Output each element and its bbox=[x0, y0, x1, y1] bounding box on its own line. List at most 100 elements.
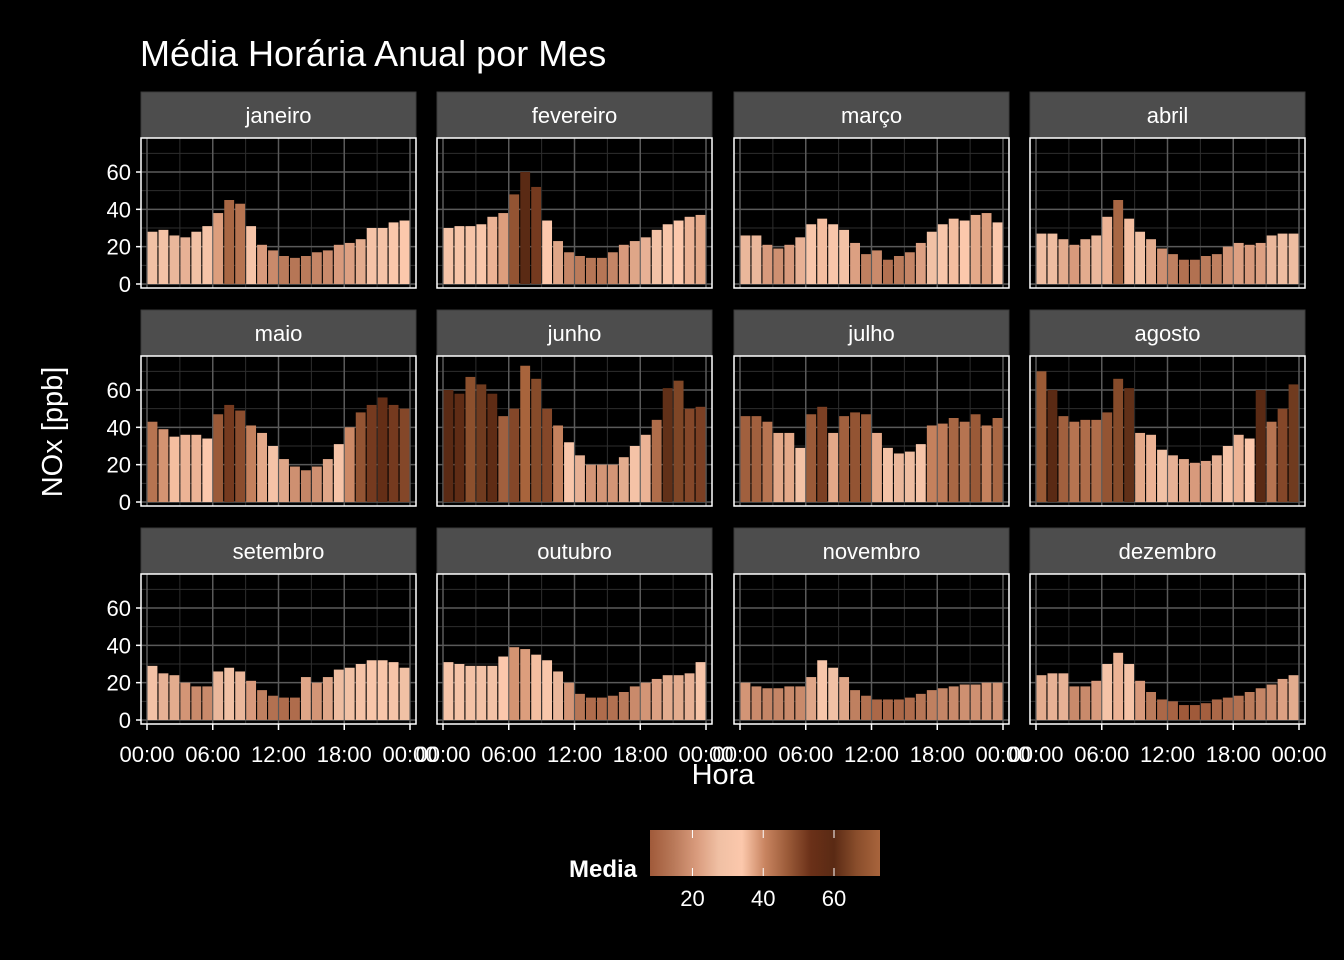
bar bbox=[839, 416, 850, 502]
bar bbox=[915, 693, 926, 720]
bar bbox=[1200, 703, 1211, 720]
bar bbox=[596, 464, 607, 502]
facet-panel: setembro 0 20 40 60 00:00 06:00 12:00 18:00 00:00 bbox=[107, 527, 438, 767]
bar bbox=[992, 682, 1003, 720]
bar bbox=[476, 384, 487, 502]
bar bbox=[202, 226, 213, 284]
legend-title: Media bbox=[569, 856, 638, 883]
bar bbox=[762, 244, 773, 284]
facet-strip-label: abril bbox=[1147, 103, 1189, 128]
bar bbox=[300, 256, 311, 284]
bar bbox=[1157, 248, 1167, 284]
bar bbox=[1091, 235, 1102, 284]
bar bbox=[795, 447, 806, 502]
bar bbox=[948, 686, 959, 720]
bar bbox=[344, 667, 355, 720]
bar bbox=[673, 380, 684, 502]
panel-border bbox=[436, 355, 713, 507]
bar bbox=[487, 216, 498, 284]
bar bbox=[1135, 432, 1146, 502]
bar bbox=[1244, 244, 1255, 284]
bar bbox=[1244, 438, 1255, 502]
facet-panel: fevereiro bbox=[436, 91, 713, 289]
bar bbox=[1233, 242, 1244, 284]
bar bbox=[311, 252, 322, 284]
bar bbox=[246, 680, 257, 720]
bar bbox=[542, 660, 553, 720]
facet-strip-label: fevereiro bbox=[532, 103, 618, 128]
bar bbox=[806, 224, 817, 284]
bar bbox=[981, 213, 992, 284]
bar bbox=[970, 214, 981, 284]
x-tick-label: 00:00 bbox=[975, 742, 1030, 767]
bar bbox=[1277, 408, 1288, 502]
bar bbox=[322, 677, 333, 720]
bar bbox=[1157, 699, 1167, 720]
bar bbox=[311, 682, 322, 720]
bar bbox=[828, 432, 839, 502]
y-tick-label: 20 bbox=[107, 453, 131, 478]
bar bbox=[959, 421, 970, 502]
bar bbox=[279, 256, 289, 284]
bar bbox=[651, 678, 662, 720]
bar bbox=[1069, 421, 1080, 502]
bar bbox=[564, 682, 574, 720]
bar bbox=[651, 229, 662, 284]
x-axis-label: Hora bbox=[692, 759, 756, 791]
bar bbox=[1113, 378, 1124, 502]
bar bbox=[333, 444, 344, 502]
x-tick-label: 06:00 bbox=[481, 742, 536, 767]
chart-title: Média Horária Anual por Mes bbox=[140, 33, 606, 74]
bar bbox=[872, 432, 882, 502]
bar bbox=[618, 692, 629, 720]
facet-panel: julho bbox=[733, 309, 1010, 507]
bar bbox=[1168, 701, 1178, 720]
bar bbox=[1080, 239, 1091, 284]
bar bbox=[575, 693, 585, 720]
bar bbox=[1036, 233, 1047, 284]
bar bbox=[1036, 675, 1047, 720]
bar bbox=[673, 675, 684, 720]
bar bbox=[839, 229, 850, 284]
bar bbox=[981, 682, 992, 720]
bar bbox=[784, 244, 795, 284]
x-tick-label: 12:00 bbox=[547, 742, 602, 767]
bar bbox=[377, 660, 388, 720]
bar bbox=[1058, 673, 1069, 720]
bar bbox=[498, 416, 509, 502]
bar bbox=[388, 662, 399, 720]
bar bbox=[959, 220, 970, 284]
bar bbox=[883, 699, 893, 720]
facet-strip bbox=[1029, 91, 1306, 139]
facet-strip bbox=[140, 527, 417, 575]
x-tick-label: 00:00 bbox=[415, 742, 470, 767]
x-tick-label: 00:00 bbox=[1008, 742, 1063, 767]
bar bbox=[465, 226, 476, 284]
bar bbox=[202, 686, 213, 720]
bar bbox=[959, 684, 970, 720]
bar bbox=[806, 677, 817, 720]
bar bbox=[257, 690, 267, 720]
facet-panel: abril bbox=[1029, 91, 1306, 289]
bar bbox=[355, 412, 366, 502]
bar bbox=[268, 695, 278, 720]
bar bbox=[1255, 242, 1266, 284]
bar bbox=[586, 257, 596, 284]
x-tick-label: 06:00 bbox=[778, 742, 833, 767]
bar bbox=[531, 378, 542, 502]
bar bbox=[520, 172, 531, 284]
bar bbox=[1266, 421, 1277, 502]
facet-strip bbox=[436, 309, 713, 357]
bar bbox=[1255, 390, 1266, 502]
bar bbox=[498, 213, 509, 284]
bar bbox=[1179, 705, 1189, 720]
bar bbox=[542, 220, 553, 284]
bar bbox=[553, 241, 563, 284]
x-tick-label: 18:00 bbox=[910, 742, 965, 767]
bar bbox=[257, 432, 267, 502]
bar bbox=[333, 244, 344, 284]
bar bbox=[893, 699, 904, 720]
bar bbox=[586, 464, 596, 502]
y-tick-label: 40 bbox=[107, 415, 131, 440]
